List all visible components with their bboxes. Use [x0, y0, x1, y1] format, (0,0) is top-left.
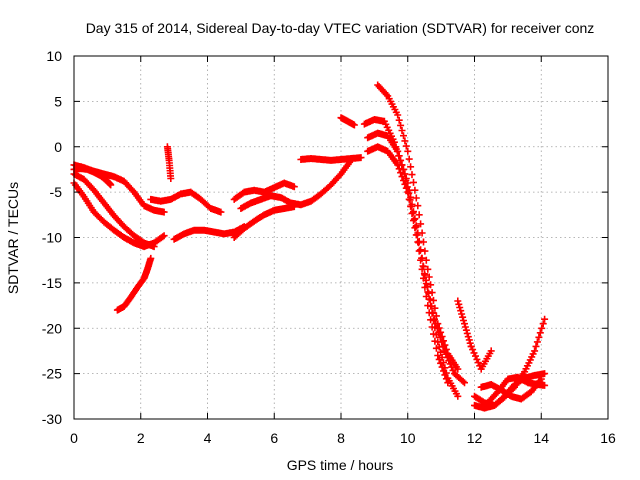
series-track-18	[454, 297, 475, 350]
x-tick-label: 6	[270, 430, 278, 446]
data-point-markers	[230, 203, 298, 241]
x-tick-label: 12	[467, 430, 483, 446]
data-point-markers	[170, 223, 248, 243]
series-track-13	[337, 114, 358, 129]
chart-title: Day 315 of 2014, Sidereal Day-to-day VTE…	[86, 20, 595, 36]
series-track-12	[297, 154, 365, 164]
x-tick-label: 4	[204, 430, 212, 446]
y-tick-label: 10	[46, 48, 62, 64]
x-tick-label: 8	[337, 430, 345, 446]
x-tick-label: 10	[400, 430, 416, 446]
y-tick-label: -5	[50, 184, 63, 200]
series-track-7	[147, 188, 225, 216]
y-tick-label: -10	[42, 230, 62, 246]
y-tick-label: 5	[54, 93, 62, 109]
data-point-markers	[360, 116, 468, 387]
series-track-6	[163, 143, 175, 182]
series-track-10	[237, 156, 355, 212]
series-track-8	[170, 223, 248, 243]
series-track-15	[360, 116, 468, 387]
series-track-17	[364, 143, 452, 387]
data-point-markers	[237, 156, 355, 212]
data-point-markers	[70, 179, 168, 251]
data-point-markers	[113, 254, 155, 314]
series-track-3	[70, 179, 168, 251]
axis-ticks: 0 2 4 6 8 10 12 14 16 -30 -25 -20 -15 -10 -5 0 5 10	[42, 48, 616, 446]
series-track-23	[484, 373, 549, 407]
y-tick-label: -25	[42, 366, 62, 382]
y-tick-label: -15	[42, 275, 62, 291]
data-point-markers	[337, 114, 358, 129]
series-track-11	[230, 179, 298, 203]
series-track-2	[70, 170, 158, 251]
series-track-5	[113, 254, 155, 314]
x-tick-label: 14	[533, 430, 549, 446]
y-tick-label: -20	[42, 320, 62, 336]
y-axis-label: SDTVAR / TECUs	[5, 182, 21, 294]
data-point-markers	[230, 179, 298, 203]
x-tick-label: 0	[70, 430, 78, 446]
series-track-9	[230, 203, 298, 241]
x-tick-label: 2	[137, 430, 145, 446]
data-point-markers	[163, 143, 175, 182]
data-point-markers	[70, 170, 158, 251]
data-series	[70, 81, 549, 412]
data-point-markers	[484, 373, 549, 407]
data-point-markers	[147, 188, 225, 216]
data-point-markers	[467, 342, 495, 373]
y-tick-label: -30	[42, 411, 62, 427]
grid-lines	[74, 56, 608, 419]
x-tick-label: 16	[600, 430, 616, 446]
data-point-markers	[297, 154, 365, 164]
x-axis-label: GPS time / hours	[287, 457, 394, 473]
y-tick-label: 0	[54, 139, 62, 155]
series-track-19	[467, 342, 495, 373]
data-point-markers	[454, 297, 475, 350]
data-point-markers	[364, 143, 452, 387]
